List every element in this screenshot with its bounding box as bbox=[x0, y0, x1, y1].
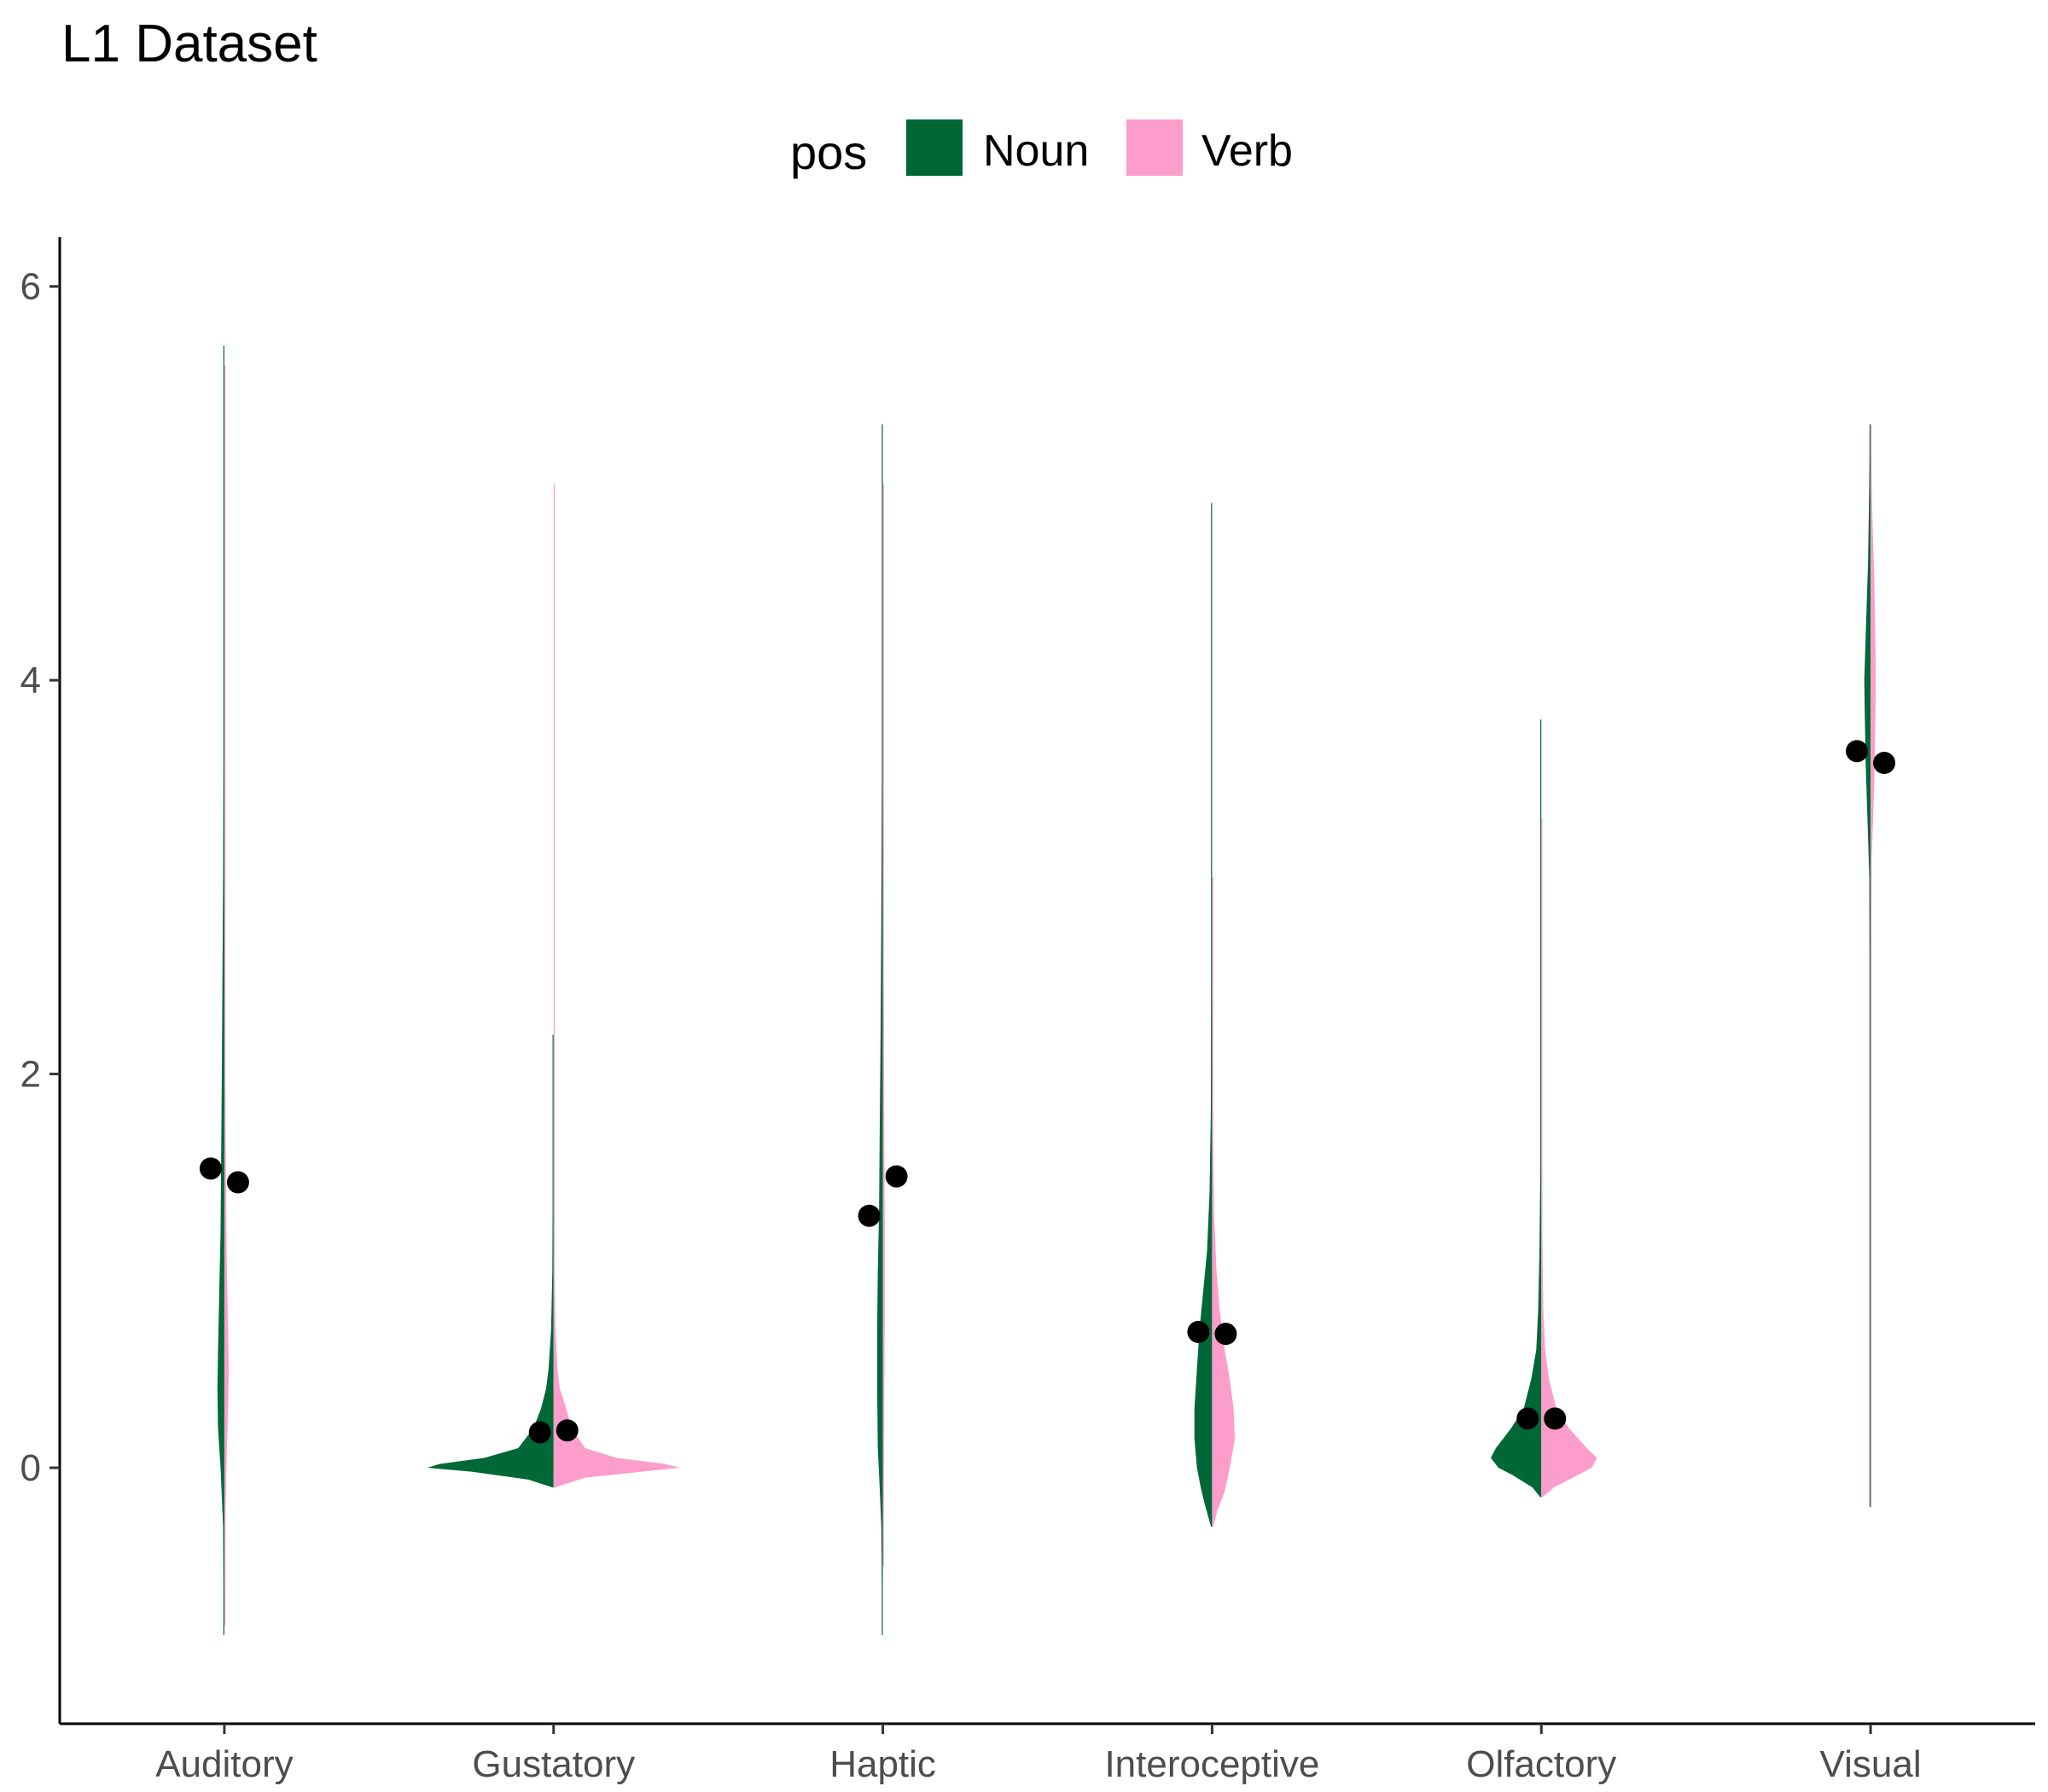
violin-noun-haptic bbox=[876, 424, 883, 1636]
violin-verb-gustatory bbox=[553, 483, 680, 1488]
legend-swatch-noun bbox=[906, 119, 963, 176]
legend-label-noun: Noun bbox=[983, 126, 1089, 176]
mean-point-noun-olfactory bbox=[1516, 1407, 1539, 1430]
x-tick-label: Auditory bbox=[155, 1743, 293, 1785]
mean-point-noun-gustatory bbox=[528, 1421, 551, 1444]
y-tick-label: 2 bbox=[20, 1054, 41, 1096]
plot-area bbox=[199, 345, 1896, 1636]
y-tick-label: 0 bbox=[20, 1447, 41, 1489]
violin-noun-gustatory bbox=[427, 1034, 554, 1488]
mean-point-verb-olfactory bbox=[1544, 1407, 1567, 1430]
legend-title: pos bbox=[790, 125, 867, 179]
x-tick-label: Gustatory bbox=[472, 1743, 635, 1785]
violin-verb-olfactory bbox=[1541, 817, 1597, 1498]
x-tick-label: Interoceptive bbox=[1104, 1743, 1319, 1785]
legend-label-verb: Verb bbox=[1201, 126, 1293, 176]
mean-point-noun-visual bbox=[1846, 740, 1869, 763]
mean-point-noun-interoceptive bbox=[1187, 1320, 1210, 1343]
violin-verb-visual bbox=[1871, 424, 1876, 1508]
mean-point-verb-gustatory bbox=[556, 1419, 579, 1442]
y-tick-label: 4 bbox=[20, 660, 41, 701]
x-ticks: Auditory Gustatory Haptic Interoceptive Olfa… bbox=[155, 1724, 1922, 1785]
x-tick-label: Haptic bbox=[829, 1743, 936, 1785]
mean-point-noun-haptic bbox=[858, 1204, 881, 1227]
violins bbox=[217, 345, 1876, 1636]
violin-verb-interoceptive bbox=[1212, 876, 1236, 1527]
x-tick-label: Olfactory bbox=[1466, 1743, 1616, 1785]
legend-swatch-verb bbox=[1126, 119, 1183, 176]
y-tick-label: 6 bbox=[20, 266, 41, 308]
mean-point-noun-auditory bbox=[199, 1157, 222, 1180]
chart-title: L1 Dataset bbox=[61, 15, 317, 73]
violin-noun-olfactory bbox=[1491, 719, 1542, 1498]
mean-points bbox=[199, 740, 1896, 1444]
violin-verb-auditory bbox=[224, 364, 230, 1626]
mean-point-verb-auditory bbox=[226, 1171, 249, 1194]
mean-point-verb-haptic bbox=[885, 1165, 908, 1188]
violin-noun-interoceptive bbox=[1194, 503, 1213, 1527]
violin-noun-auditory bbox=[217, 345, 224, 1636]
legend: pos Noun Verb bbox=[790, 119, 1293, 179]
violin-verb-haptic bbox=[882, 483, 885, 1567]
y-ticks: 0 2 4 6 bbox=[20, 266, 60, 1489]
x-axis: Auditory Gustatory Haptic Interoceptive Olfa… bbox=[60, 1722, 2035, 1785]
mean-point-verb-visual bbox=[1873, 752, 1896, 775]
violin-noun-visual bbox=[1864, 424, 1871, 1508]
mean-point-verb-interoceptive bbox=[1214, 1323, 1237, 1346]
x-tick-label: Visual bbox=[1820, 1743, 1922, 1785]
y-axis: 0 2 4 6 bbox=[20, 237, 61, 1724]
